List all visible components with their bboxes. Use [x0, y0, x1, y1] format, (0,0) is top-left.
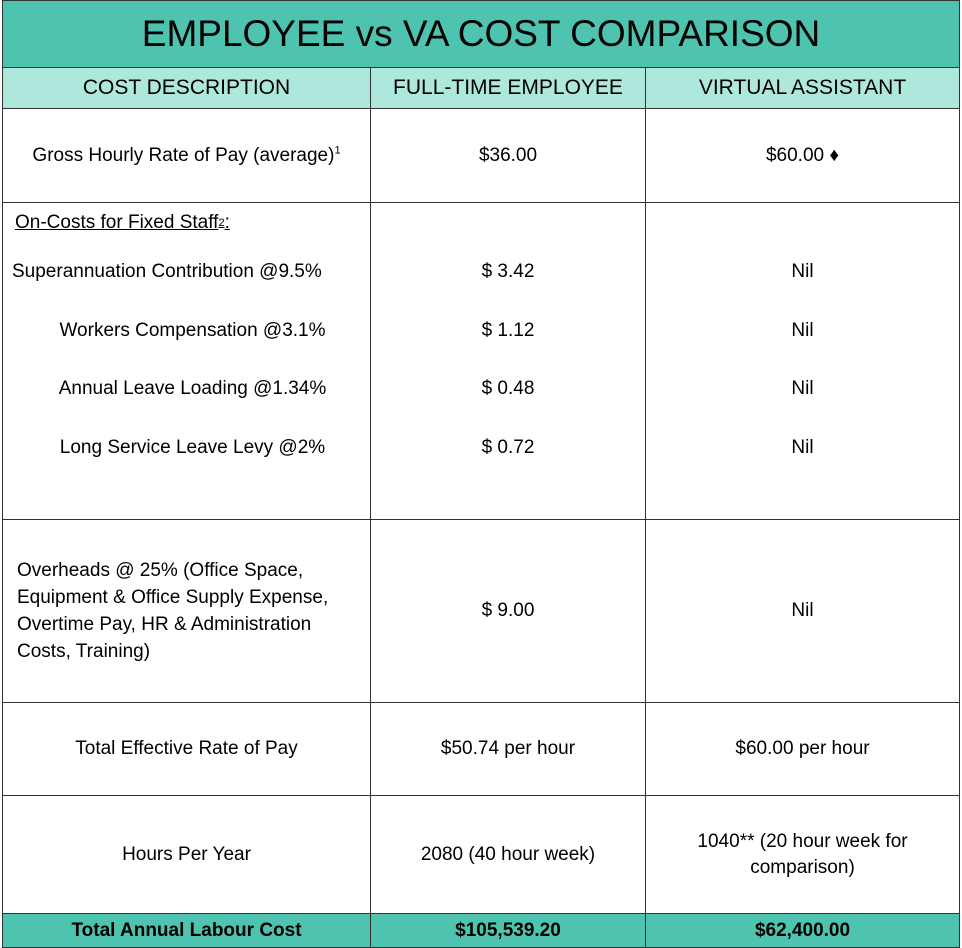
- row-hours-per-year: Hours Per Year 2080 (40 hour week) 1040*…: [2, 795, 961, 914]
- gross-va: $60.00 ♦: [644, 108, 961, 203]
- row-total-annual-cost: Total Annual Labour Cost $105,539.20 $62…: [2, 913, 961, 948]
- oncost-item-label: Superannuation Contribution @9.5%: [12, 261, 322, 283]
- header-virtual-assistant: VIRTUAL ASSISTANT: [644, 67, 961, 109]
- oncost-item-employee: $ 0.48: [481, 378, 535, 400]
- total-label: Total Annual Labour Cost: [2, 913, 371, 948]
- row-oncosts: On-Costs for Fixed Staff 2: Superannuatio…: [2, 202, 961, 520]
- oncost-item-va: Nil: [791, 261, 814, 283]
- oncosts-description-cell: On-Costs for Fixed Staff 2: Superannuatio…: [2, 202, 371, 520]
- effective-label: Total Effective Rate of Pay: [2, 702, 371, 796]
- oncost-item-va: Nil: [791, 319, 814, 341]
- total-va: $62,400.00: [644, 913, 961, 948]
- effective-employee: $50.74 per hour: [370, 702, 646, 796]
- oncosts-heading: On-Costs for Fixed Staff 2:: [15, 212, 230, 233]
- header-full-time-employee: FULL-TIME EMPLOYEE: [370, 67, 646, 109]
- row-effective-rate: Total Effective Rate of Pay $50.74 per h…: [2, 702, 961, 796]
- overheads-va: Nil: [644, 519, 961, 703]
- row-gross-hourly-rate: Gross Hourly Rate of Pay (average)1 $36.…: [2, 108, 961, 203]
- oncost-item-label: Annual Leave Loading @1.34%: [58, 378, 327, 400]
- header-cost-description: COST DESCRIPTION: [2, 67, 371, 109]
- table-title: EMPLOYEE vs VA COST COMPARISON: [1, 0, 961, 68]
- hours-label: Hours Per Year: [2, 795, 371, 914]
- oncosts-suffix: :: [224, 212, 230, 233]
- oncost-item-va: Nil: [791, 378, 814, 400]
- gross-label: Gross Hourly Rate of Pay (average): [32, 144, 335, 166]
- overheads-label: Overheads @ 25% (Office Space, Equipment…: [2, 519, 371, 703]
- oncosts-label: On-Costs for Fixed Staff: [15, 212, 219, 233]
- overheads-employee: $ 9.00: [370, 519, 646, 703]
- effective-va: $60.00 per hour: [644, 702, 961, 796]
- oncosts-employee-cell: $ 3.42 $ 1.12 $ 0.48 $ 0.72: [370, 202, 646, 520]
- oncost-item-va: Nil: [791, 436, 814, 458]
- hours-va: 1040** (20 hour week for comparison): [644, 795, 961, 914]
- oncost-item-label: Workers Compensation @3.1%: [59, 319, 326, 341]
- gross-footnote: 1: [334, 144, 341, 157]
- total-employee: $105,539.20: [370, 913, 646, 948]
- oncost-item-label: Long Service Leave Levy @2%: [59, 436, 326, 458]
- oncosts-va-cell: Nil Nil Nil Nil: [644, 202, 961, 520]
- gross-employee: $36.00: [370, 108, 646, 203]
- oncost-item-employee: $ 0.72: [481, 436, 535, 458]
- oncost-item-employee: $ 3.42: [481, 261, 535, 283]
- hours-employee: 2080 (40 hour week): [370, 795, 646, 914]
- gross-label-cell: Gross Hourly Rate of Pay (average)1: [2, 108, 371, 203]
- row-overheads: Overheads @ 25% (Office Space, Equipment…: [2, 519, 961, 703]
- oncost-item-employee: $ 1.12: [481, 319, 535, 341]
